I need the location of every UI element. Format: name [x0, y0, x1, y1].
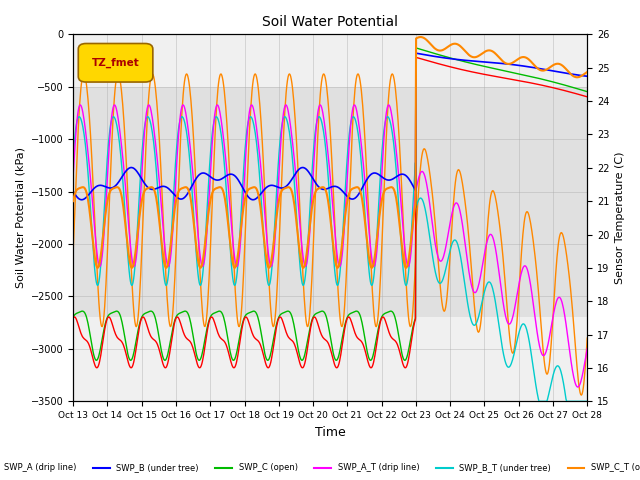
Text: TZ_fmet: TZ_fmet: [92, 58, 140, 68]
Bar: [73, 87, 588, 317]
Title: Soil Water Potential: Soil Water Potential: [262, 15, 398, 29]
Y-axis label: Sensor Temperature (C): Sensor Temperature (C): [615, 152, 625, 284]
Y-axis label: Soil Water Potential (kPa): Soil Water Potential (kPa): [15, 147, 25, 288]
FancyBboxPatch shape: [78, 44, 153, 82]
X-axis label: Time: Time: [315, 426, 346, 439]
Legend: SWP_A (drip line), SWP_B (under tree), SWP_C (open), SWP_A_T (drip line), SWP_B_: SWP_A (drip line), SWP_B (under tree), S…: [0, 460, 640, 476]
